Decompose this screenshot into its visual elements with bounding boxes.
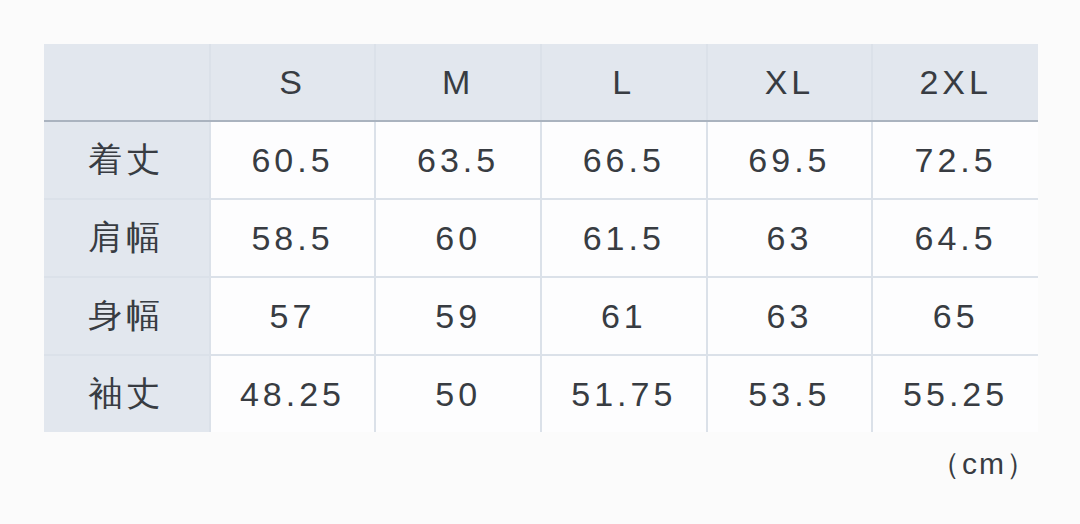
row-label: 身幅 — [44, 277, 210, 355]
row-label: 肩幅 — [44, 199, 210, 277]
size-value-cell: 63 — [707, 199, 873, 277]
corner-cell — [44, 44, 210, 121]
column-header-2xl: 2XL — [872, 44, 1038, 121]
table-row-body-width: 身幅 57 59 61 63 65 — [44, 277, 1038, 355]
row-label: 袖丈 — [44, 355, 210, 432]
column-header-m: M — [375, 44, 541, 121]
size-value-cell: 72.5 — [872, 121, 1038, 199]
row-label: 着丈 — [44, 121, 210, 199]
table-row-sleeve-length: 袖丈 48.25 50 51.75 53.5 55.25 — [44, 355, 1038, 432]
size-value-cell: 55.25 — [872, 355, 1038, 432]
size-chart-table: S M L XL 2XL 着丈 60.5 63.5 66.5 69.5 72.5… — [44, 44, 1038, 432]
column-header-l: L — [541, 44, 707, 121]
table-row-shoulder-width: 肩幅 58.5 60 61.5 63 64.5 — [44, 199, 1038, 277]
size-value-cell: 63 — [707, 277, 873, 355]
size-value-cell: 53.5 — [707, 355, 873, 432]
size-value-cell: 58.5 — [210, 199, 376, 277]
size-value-cell: 59 — [375, 277, 541, 355]
header-row: S M L XL 2XL — [44, 44, 1038, 121]
size-value-cell: 64.5 — [872, 199, 1038, 277]
size-value-cell: 66.5 — [541, 121, 707, 199]
size-value-cell: 63.5 — [375, 121, 541, 199]
size-value-cell: 60 — [375, 199, 541, 277]
size-value-cell: 50 — [375, 355, 541, 432]
size-value-cell: 51.75 — [541, 355, 707, 432]
unit-label: （cm） — [44, 444, 1038, 485]
size-value-cell: 65 — [872, 277, 1038, 355]
size-chart: S M L XL 2XL 着丈 60.5 63.5 66.5 69.5 72.5… — [44, 44, 1038, 432]
size-value-cell: 61.5 — [541, 199, 707, 277]
size-value-cell: 61 — [541, 277, 707, 355]
size-value-cell: 48.25 — [210, 355, 376, 432]
column-header-s: S — [210, 44, 376, 121]
size-value-cell: 69.5 — [707, 121, 873, 199]
size-value-cell: 60.5 — [210, 121, 376, 199]
column-header-xl: XL — [707, 44, 873, 121]
size-value-cell: 57 — [210, 277, 376, 355]
table-row-body-length: 着丈 60.5 63.5 66.5 69.5 72.5 — [44, 121, 1038, 199]
